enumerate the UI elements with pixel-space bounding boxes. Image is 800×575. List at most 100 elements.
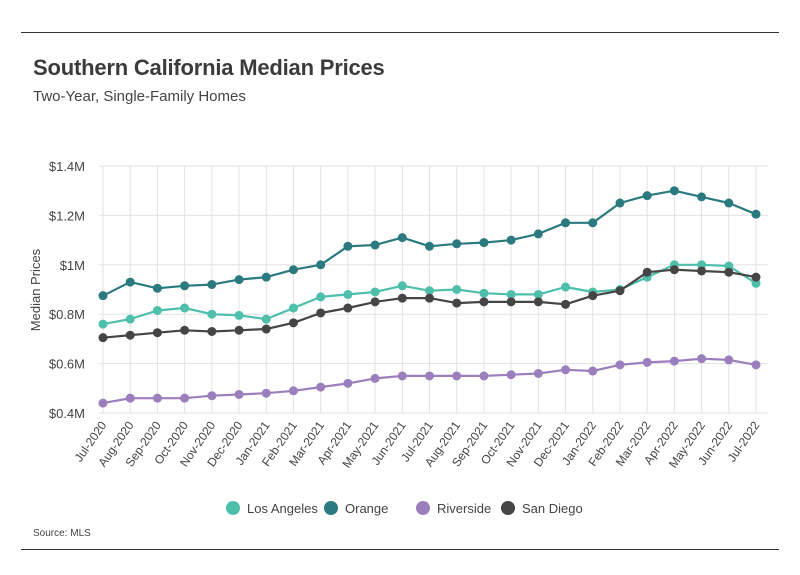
data-point-orange [506,235,516,245]
data-point-riverside [452,371,462,381]
data-point-orange [669,186,679,196]
data-point-riverside [642,357,652,367]
data-point-riverside [207,391,217,401]
data-point-san-diego [452,298,462,308]
data-point-orange [288,265,298,275]
data-point-orange [561,218,571,228]
data-point-orange [588,218,598,228]
data-point-riverside [669,356,679,366]
data-point-san-diego [397,293,407,303]
legend-label-san-diego: San Diego [522,501,583,516]
data-point-san-diego [588,291,598,301]
data-point-orange [479,238,489,248]
data-point-san-diego [561,299,571,309]
data-point-orange [642,191,652,201]
legend-marker-riverside [416,501,430,515]
data-point-los-angeles [697,260,707,270]
data-point-riverside [343,378,353,388]
data-point-san-diego [288,318,298,328]
data-point-orange [724,198,734,208]
data-point-san-diego [125,330,135,340]
data-point-los-angeles [288,303,298,313]
data-point-los-angeles [125,314,135,324]
data-point-los-angeles [479,288,489,298]
data-point-los-angeles [397,281,407,291]
data-point-riverside [724,355,734,365]
data-point-riverside [425,371,434,381]
data-point-riverside [234,389,244,399]
data-point-orange [316,260,326,270]
data-point-los-angeles [370,287,380,297]
y-tick-label: $1M [60,258,85,273]
data-point-orange [533,229,543,239]
data-point-san-diego [506,297,516,307]
legend-label-orange: Orange [345,501,388,516]
data-point-riverside [370,373,380,383]
data-point-orange [261,272,271,282]
data-point-los-angeles [751,278,761,288]
data-point-riverside [152,393,162,403]
data-point-orange [152,283,162,293]
data-point-san-diego [234,325,244,335]
data-point-riverside [125,393,135,403]
data-point-san-diego [697,266,707,276]
legend-marker-san-diego [501,501,515,515]
data-point-san-diego [615,286,625,296]
data-point-los-angeles [316,292,326,302]
top-rule [21,32,779,33]
data-point-los-angeles [425,286,434,296]
legend-label-riverside: Riverside [437,501,491,516]
data-point-san-diego [669,265,679,275]
data-point-san-diego [751,272,761,282]
data-point-riverside [751,360,761,370]
data-point-orange [125,277,135,287]
data-point-orange [370,240,380,250]
data-point-riverside [615,360,625,370]
data-point-orange [397,233,407,243]
data-point-orange [207,280,217,290]
data-point-riverside [479,371,489,381]
bottom-rule [21,549,779,550]
data-point-san-diego [316,308,326,318]
data-point-riverside [261,388,271,398]
data-point-los-angeles [533,289,543,299]
data-point-riverside [697,354,707,364]
data-point-san-diego [533,297,543,307]
data-point-los-angeles [207,309,217,319]
data-point-orange [425,241,434,251]
data-point-san-diego [152,328,162,338]
data-point-los-angeles [261,314,271,324]
y-tick-label: $1.2M [49,208,85,223]
data-point-los-angeles [343,289,353,299]
y-tick-label: $0.4M [49,406,85,421]
y-axis-label: Median Prices [28,248,43,331]
data-point-orange [452,239,462,249]
data-point-riverside [288,386,298,396]
data-point-riverside [180,393,190,403]
y-tick-label: $0.6M [49,357,85,372]
data-point-san-diego [261,324,271,334]
data-point-los-angeles [506,289,516,299]
data-point-orange [697,192,707,202]
data-point-orange [98,291,108,301]
data-point-san-diego [642,267,652,277]
data-point-riverside [316,382,326,392]
data-point-riverside [561,365,571,375]
y-tick-label: $1.4M [49,159,85,174]
legend-marker-orange [324,501,338,515]
legend-marker-los-angeles [226,501,240,515]
data-point-orange [234,275,244,285]
legend-label-los-angeles: Los Angeles [247,501,318,516]
chart-title: Southern California Median Prices [33,55,385,80]
source-note: Source: MLS [33,528,91,539]
data-point-san-diego [180,325,190,335]
data-point-riverside [397,371,407,381]
data-point-los-angeles [234,310,244,320]
data-point-los-angeles [561,282,571,292]
data-point-los-angeles [452,285,462,294]
data-point-san-diego [425,293,434,303]
data-point-orange [751,209,761,219]
data-point-los-angeles [724,261,734,271]
data-point-san-diego [370,297,380,307]
